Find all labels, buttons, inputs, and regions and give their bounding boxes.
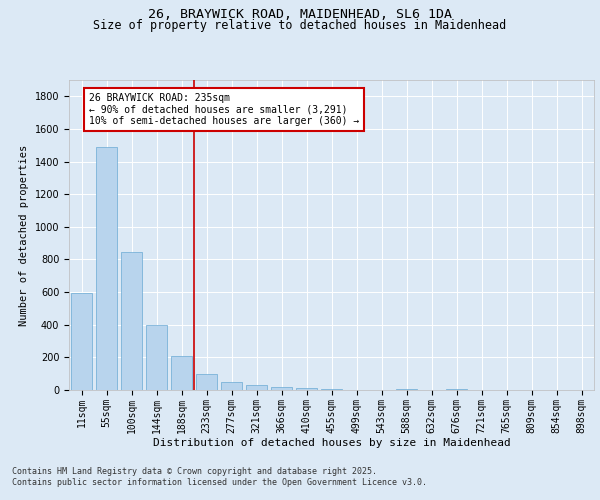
Bar	[321, 389, 342, 390]
X-axis label: Distribution of detached houses by size in Maidenhead: Distribution of detached houses by size …	[152, 438, 511, 448]
Bar	[146, 324, 167, 390]
Bar	[296, 388, 317, 390]
Bar	[171, 356, 192, 390]
Text: 26, BRAYWICK ROAD, MAIDENHEAD, SL6 1DA: 26, BRAYWICK ROAD, MAIDENHEAD, SL6 1DA	[148, 8, 452, 20]
Bar	[246, 385, 267, 390]
Bar	[121, 252, 142, 390]
Bar	[71, 293, 92, 390]
Text: Contains HM Land Registry data © Crown copyright and database right 2025.
Contai: Contains HM Land Registry data © Crown c…	[12, 468, 427, 487]
Text: 26 BRAYWICK ROAD: 235sqm
← 90% of detached houses are smaller (3,291)
10% of sem: 26 BRAYWICK ROAD: 235sqm ← 90% of detach…	[89, 93, 359, 126]
Bar	[446, 389, 467, 390]
Bar	[221, 382, 242, 390]
Bar	[271, 386, 292, 390]
Bar	[396, 389, 417, 390]
Text: Size of property relative to detached houses in Maidenhead: Size of property relative to detached ho…	[94, 18, 506, 32]
Y-axis label: Number of detached properties: Number of detached properties	[19, 144, 29, 326]
Bar	[96, 147, 117, 390]
Bar	[196, 374, 217, 390]
